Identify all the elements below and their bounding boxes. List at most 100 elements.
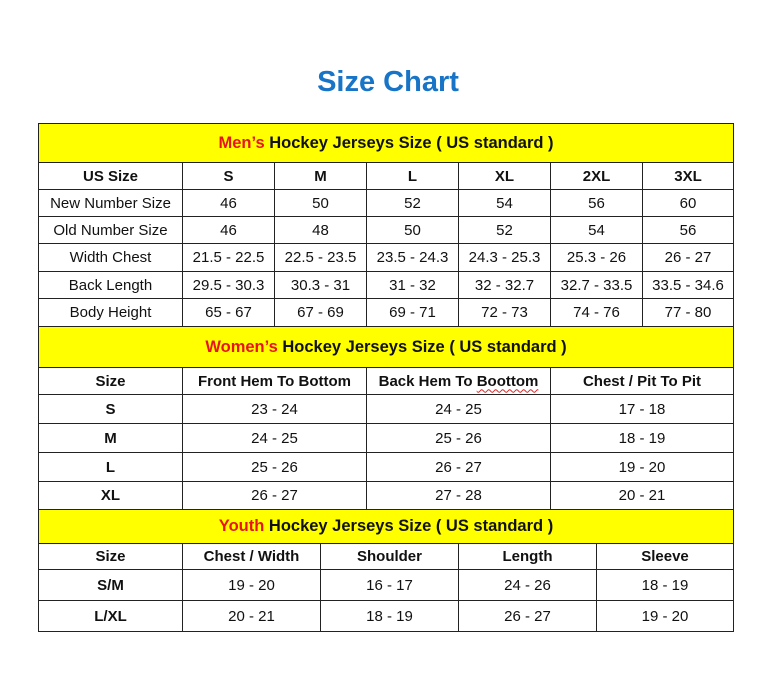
column-header: 2XL bbox=[582, 167, 611, 185]
row-label: XL bbox=[38, 481, 183, 510]
table-row: Width Chest 21.5 - 22.5 22.5 - 23.5 23.5 - … bbox=[38, 243, 735, 272]
table-cell: 17 - 18 bbox=[549, 394, 735, 424]
table-cell: 32.7 - 33.5 bbox=[550, 271, 643, 299]
table-cell: 46 bbox=[182, 189, 275, 217]
column-header: Shoulder bbox=[356, 548, 422, 565]
table-cell: 56 bbox=[641, 216, 735, 244]
table-cell: 54 bbox=[550, 216, 643, 244]
column-header: Chest / Pit To Pit bbox=[582, 372, 702, 390]
women-size-table: Women’s Hockey Jerseys Size ( US standar… bbox=[37, 326, 735, 510]
youth-size-table: Youth Hockey Jerseys Size ( US standard … bbox=[37, 509, 735, 632]
table-cell: 50 bbox=[274, 189, 367, 217]
table-cell: 19 - 20 bbox=[549, 452, 735, 482]
header-row: Size Front Hem To Bottom Back Hem To Boott… bbox=[38, 367, 735, 395]
table-cell: 26 - 27 bbox=[182, 481, 367, 510]
women-section-heading: Women’s Hockey Jerseys Size ( US standar… bbox=[37, 326, 735, 368]
table-row: L 25 - 26 26 - 27 19 - 20 bbox=[38, 452, 735, 482]
table-cell: 65 - 67 bbox=[182, 298, 275, 327]
table-cell: 24 - 25 bbox=[366, 394, 551, 424]
table-cell: 16 - 17 bbox=[320, 569, 459, 601]
table-cell: 26 - 27 bbox=[366, 452, 551, 482]
table-cell: 26 - 27 bbox=[641, 243, 735, 272]
table-row: M 24 - 25 25 - 26 18 - 19 bbox=[38, 423, 735, 453]
row-label: Back Length bbox=[38, 271, 183, 299]
table-cell: 26 - 27 bbox=[458, 600, 597, 632]
table-cell: 24.3 - 25.3 bbox=[458, 243, 551, 272]
table-cell: 19 - 20 bbox=[182, 569, 321, 601]
page-title: Size Chart bbox=[317, 66, 459, 98]
heading-text: Hockey Jerseys Size ( US standard ) bbox=[264, 133, 554, 152]
column-header: Back Hem To Boottom bbox=[378, 372, 539, 390]
table-cell: 18 - 19 bbox=[549, 423, 735, 453]
heading-text: Hockey Jerseys Size ( US standard ) bbox=[277, 337, 567, 356]
heading-accent: Women’s bbox=[205, 337, 278, 356]
youth-section-heading: Youth Hockey Jerseys Size ( US standard … bbox=[37, 509, 735, 544]
table-cell: 72 - 73 bbox=[458, 298, 551, 327]
column-header: Size bbox=[95, 548, 126, 565]
header-row: Size Chest / Width Shoulder Length Sleeve bbox=[38, 543, 735, 570]
row-label: New Number Size bbox=[38, 189, 183, 217]
table-row: Body Height 65 - 67 67 - 69 69 - 71 72 - 73 7… bbox=[38, 298, 735, 327]
table-cell: 60 bbox=[641, 189, 735, 217]
table-cell: 25 - 26 bbox=[182, 452, 367, 482]
table-cell: 24 - 26 bbox=[458, 569, 597, 601]
table-cell: 48 bbox=[274, 216, 367, 244]
table-cell: 27 - 28 bbox=[366, 481, 551, 510]
table-cell: 20 - 21 bbox=[182, 600, 321, 632]
table-cell: 24 - 25 bbox=[182, 423, 367, 453]
table-cell: 50 bbox=[366, 216, 459, 244]
heading-accent: Youth bbox=[218, 517, 265, 535]
men-section-heading: Men’s Hockey Jerseys Size ( US standard … bbox=[37, 123, 735, 163]
table-row: New Number Size 46 50 52 54 56 60 bbox=[38, 189, 735, 217]
table-cell: 19 - 20 bbox=[595, 600, 735, 632]
table-cell: 52 bbox=[366, 189, 459, 217]
spellcheck-underline: Boottom bbox=[476, 372, 539, 390]
table-cell: 67 - 69 bbox=[274, 298, 367, 327]
heading-text: Hockey Jerseys Size ( US standard ) bbox=[264, 517, 554, 535]
column-header: S bbox=[223, 167, 234, 185]
table-cell: 30.3 - 31 bbox=[274, 271, 367, 299]
table-cell: 52 bbox=[458, 216, 551, 244]
column-header: Chest / Width bbox=[203, 548, 300, 565]
column-header: Sleeve bbox=[641, 548, 689, 565]
header-row: US Size S M L XL 2XL 3XL bbox=[38, 162, 735, 190]
table-row: S 23 - 24 24 - 25 17 - 18 bbox=[38, 394, 735, 424]
heading-accent: Men’s bbox=[218, 133, 265, 152]
column-header: XL bbox=[494, 167, 515, 185]
row-label: Width Chest bbox=[38, 243, 183, 272]
table-cell: 20 - 21 bbox=[549, 481, 735, 510]
men-size-table: Men’s Hockey Jerseys Size ( US standard … bbox=[37, 123, 735, 327]
table-cell: 69 - 71 bbox=[366, 298, 459, 327]
row-label: L/XL bbox=[38, 600, 183, 632]
table-cell: 25.3 - 26 bbox=[550, 243, 643, 272]
table-cell: 46 bbox=[182, 216, 275, 244]
table-cell: 23 - 24 bbox=[182, 394, 367, 424]
table-cell: 29.5 - 30.3 bbox=[182, 271, 275, 299]
table-cell: 54 bbox=[458, 189, 551, 217]
table-cell: 18 - 19 bbox=[595, 569, 735, 601]
column-header: L bbox=[407, 167, 418, 185]
table-cell: 18 - 19 bbox=[320, 600, 459, 632]
table-row: XL 26 - 27 27 - 28 20 - 21 bbox=[38, 481, 735, 510]
column-header: M bbox=[314, 167, 327, 185]
table-cell: 22.5 - 23.5 bbox=[274, 243, 367, 272]
row-label: Old Number Size bbox=[38, 216, 183, 244]
column-header: US Size bbox=[82, 167, 139, 185]
table-cell: 32 - 32.7 bbox=[458, 271, 551, 299]
column-header: Front Hem To Bottom bbox=[197, 372, 352, 390]
table-cell: 74 - 76 bbox=[550, 298, 643, 327]
row-label: L bbox=[38, 452, 183, 482]
column-header: Length bbox=[502, 548, 553, 565]
table-cell: 56 bbox=[550, 189, 643, 217]
row-label: S/M bbox=[38, 569, 183, 601]
row-label: Body Height bbox=[38, 298, 183, 327]
row-label: S bbox=[38, 394, 183, 424]
table-row: Old Number Size 46 48 50 52 54 56 bbox=[38, 216, 735, 244]
table-cell: 21.5 - 22.5 bbox=[182, 243, 275, 272]
row-label: M bbox=[38, 423, 183, 453]
column-header: 3XL bbox=[674, 167, 702, 185]
table-row: Back Length 29.5 - 30.3 30.3 - 31 31 - 32 32… bbox=[38, 271, 735, 299]
table-row: L/XL 20 - 21 18 - 19 26 - 27 19 - 20 bbox=[38, 600, 735, 632]
table-cell: 31 - 32 bbox=[366, 271, 459, 299]
table-cell: 25 - 26 bbox=[366, 423, 551, 453]
